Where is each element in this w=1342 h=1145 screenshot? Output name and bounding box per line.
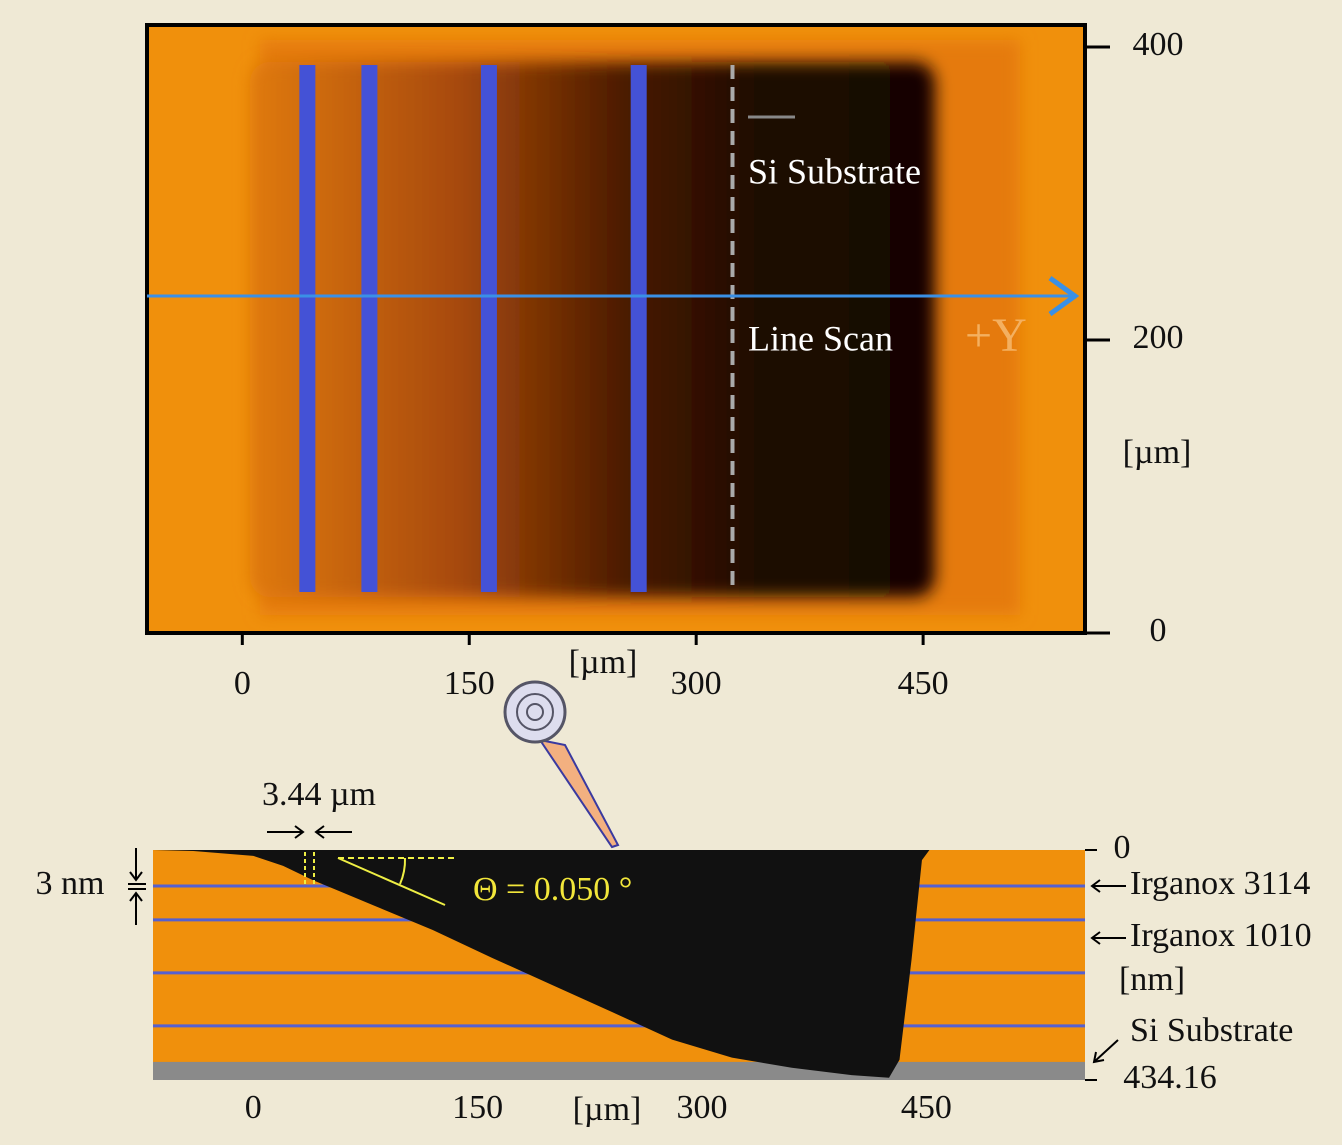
etch-boundary-bar	[361, 65, 377, 592]
x-tick-label: 450	[898, 665, 949, 702]
etch-boundary-bar	[481, 65, 497, 592]
y-tick-label: 0	[1114, 829, 1131, 866]
annotation: Si Substrate	[748, 151, 921, 191]
etch-boundary-bar	[631, 65, 647, 592]
y-axis-label: [µm]	[1123, 434, 1192, 471]
layer-label: Irganox 1010	[1130, 917, 1312, 954]
page: Si Substrate Line Scan +Y 0 150 300 450 0 200 400…	[0, 0, 1342, 1145]
x-tick-label: 450	[901, 1089, 952, 1126]
layer-label: Si Substrate	[1130, 1012, 1293, 1049]
x-tick-label: 300	[671, 665, 722, 702]
y-tick-label: 434.16	[1123, 1059, 1217, 1096]
y-tick-label: 200	[1133, 319, 1184, 356]
y-axis-label: [nm]	[1119, 961, 1185, 998]
annotation: +Y	[965, 309, 1027, 362]
arrows	[267, 826, 352, 838]
y-tick-label: 0	[1150, 612, 1167, 649]
x-tick-label: 0	[245, 1089, 262, 1126]
layer-label: Irganox 3114	[1130, 865, 1310, 902]
y-tick-label: 400	[1133, 26, 1184, 63]
substrate	[153, 1062, 1085, 1080]
x-axis-label: [µm]	[573, 1091, 642, 1128]
x-tick-label: 300	[677, 1089, 728, 1126]
arrows	[128, 848, 146, 925]
x-tick-label: 0	[234, 665, 251, 702]
x-tick-label: 150	[444, 665, 495, 702]
etch-boundary-bar	[299, 65, 315, 592]
annotation: 3 nm	[36, 865, 105, 902]
afm-image: Si Substrate Line Scan +Y 0 150 300 450 0 200 400…	[147, 25, 1191, 702]
annotation: Line Scan	[748, 318, 893, 358]
x-tick-label: 150	[452, 1089, 503, 1126]
annotation: Θ = 0.050 °	[473, 871, 632, 908]
annotation: 3.44 µm	[262, 776, 376, 813]
figure: Si Substrate Line Scan +Y 0 150 300 450 0 200 400…	[0, 0, 1342, 1140]
x-axis-label: [µm]	[569, 644, 638, 681]
c60-icon	[505, 682, 618, 847]
depth-profile: 3.44 µm 3 nm Θ = 0.050 ° Irganox 3114 Irgano…	[36, 776, 1312, 1128]
